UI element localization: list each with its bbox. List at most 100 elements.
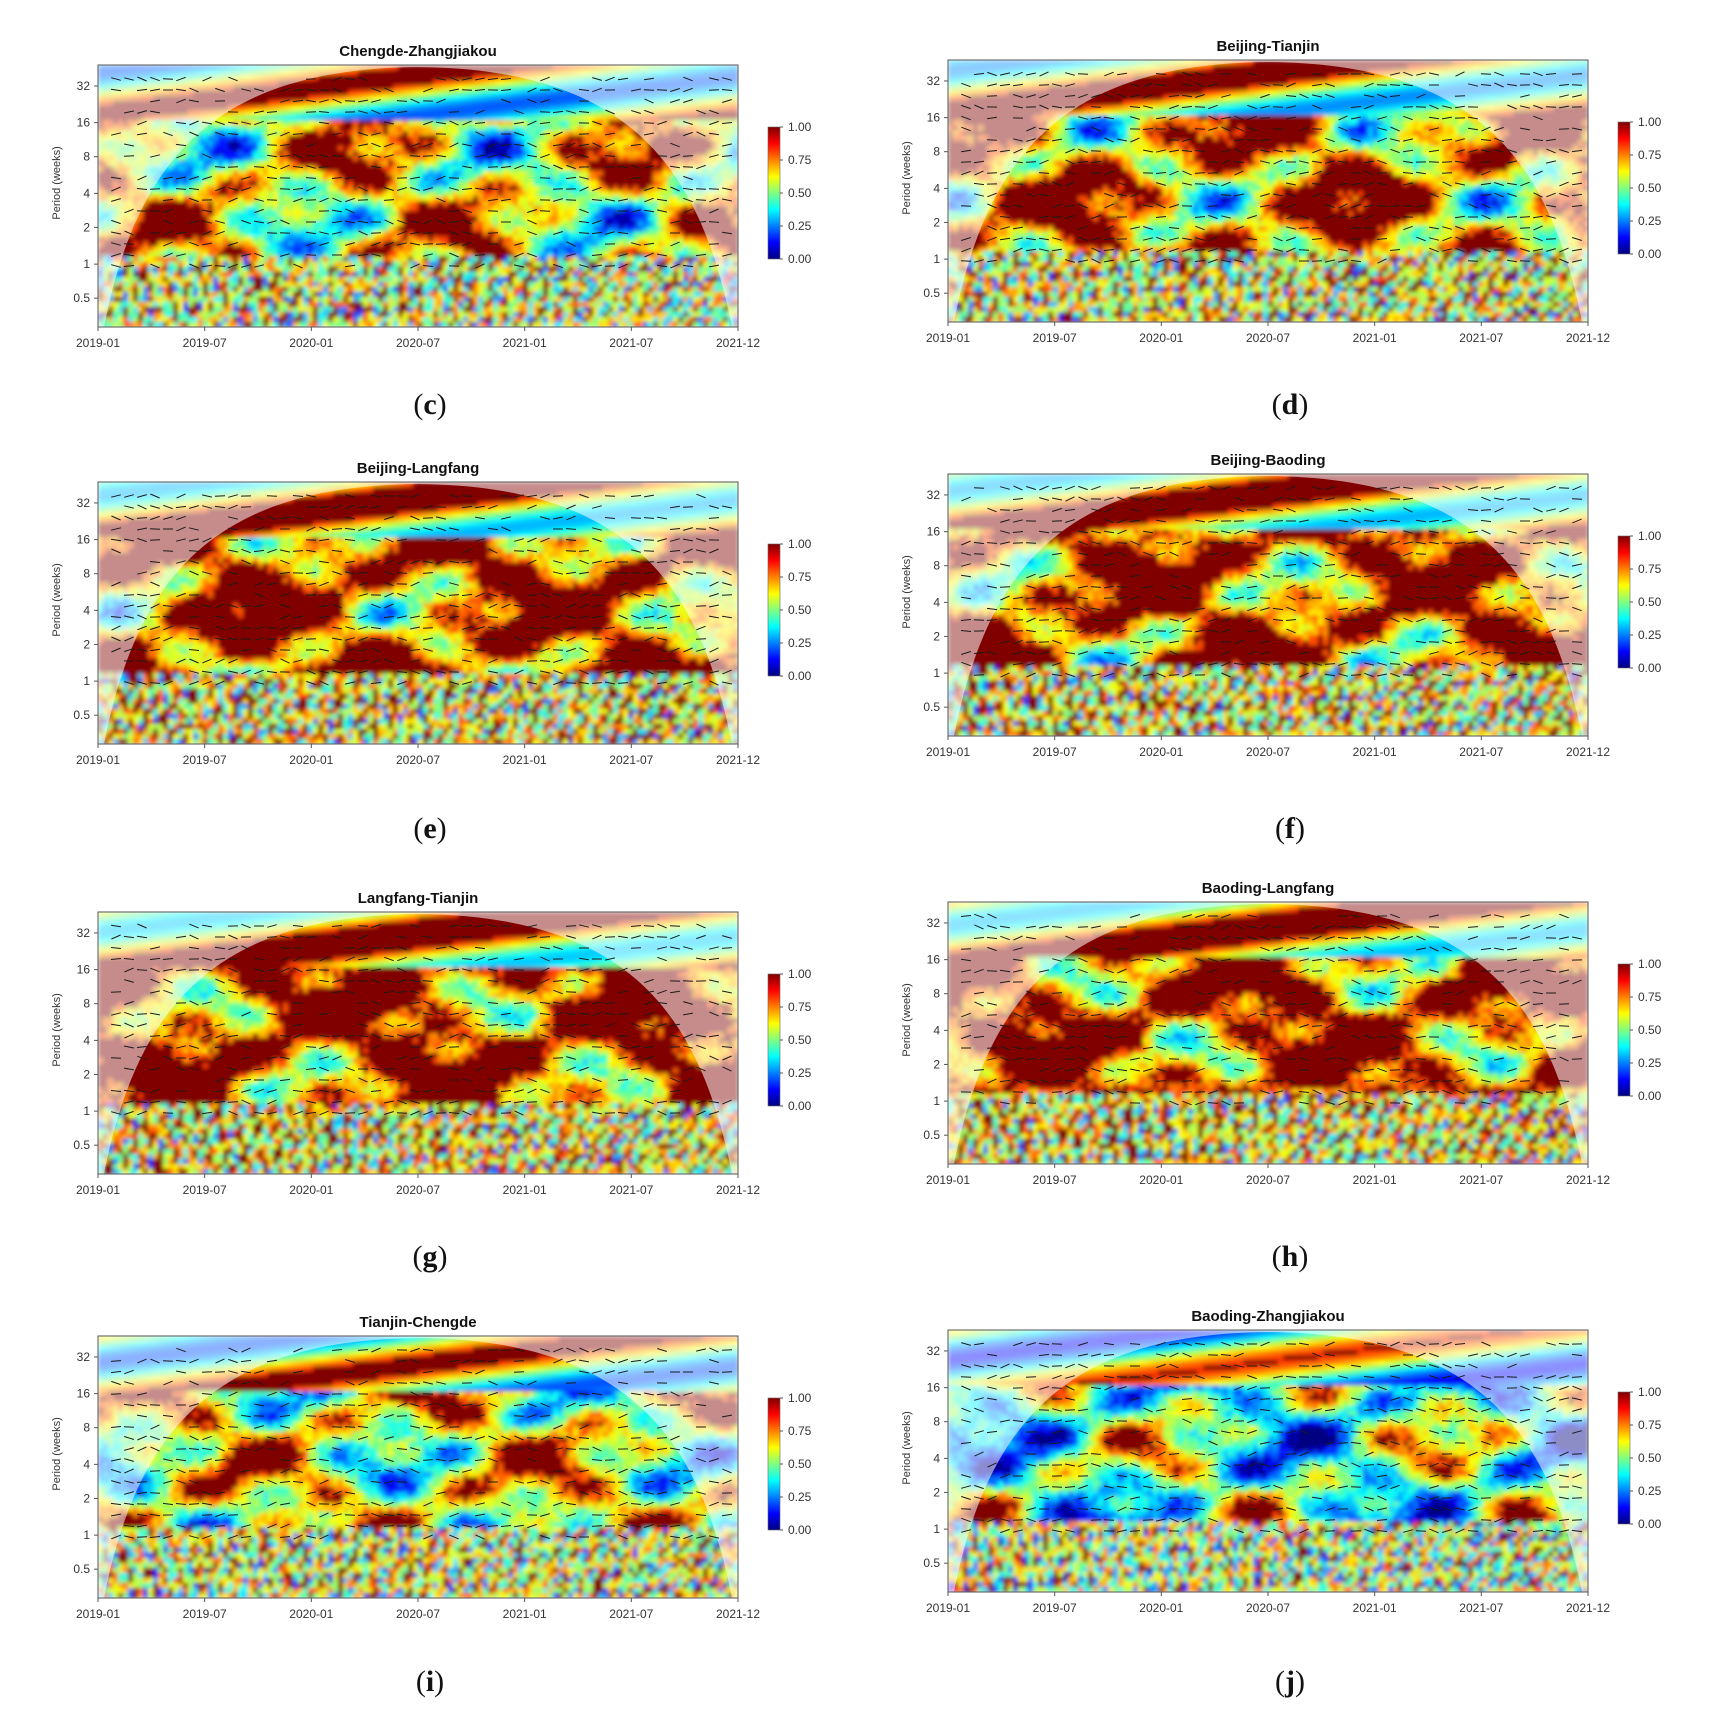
colorbar-tick-label: 0.50 [788, 1033, 812, 1047]
y-tick-label: 0.5 [923, 1556, 940, 1570]
x-tick-label: 2019-07 [183, 1607, 227, 1621]
x-tick-label: 2019-07 [1033, 1601, 1077, 1615]
colorbar-tick-label: 0.25 [788, 219, 812, 233]
y-tick-label: 0.5 [73, 1562, 90, 1576]
x-tick-label: 2019-07 [1033, 331, 1077, 345]
x-tick-label: 2020-01 [289, 753, 333, 767]
coherence-field [98, 482, 739, 745]
x-tick-label: 2019-07 [1033, 1173, 1077, 1187]
x-tick-label: 2020-01 [1139, 1173, 1183, 1187]
x-tick-label: 2019-07 [183, 753, 227, 767]
x-tick-label: 2020-07 [1246, 745, 1290, 759]
y-tick-label: 2 [933, 629, 940, 643]
colorbar-tick-label: 0.50 [1638, 1023, 1662, 1037]
x-tick-label: 2019-01 [926, 1601, 970, 1615]
chart-title: Tianjin-Chengde [359, 1314, 476, 1331]
y-tick-label: 16 [77, 963, 91, 977]
colorbar-tick-label: 1.00 [788, 967, 812, 981]
x-tick-label: 2021-07 [609, 336, 653, 350]
y-tick-label: 0.5 [923, 700, 940, 714]
colorbar-tick-label: 0.50 [1638, 1451, 1662, 1465]
chart-title: Beijing-Langfang [357, 460, 480, 477]
y-tick-label: 4 [933, 595, 940, 609]
colorbar-tick-label: 0.25 [1638, 628, 1662, 642]
x-tick-label: 2021-01 [503, 1183, 547, 1197]
x-tick-label: 2019-01 [926, 331, 970, 345]
x-tick-label: 2019-01 [926, 745, 970, 759]
chart-title: Chengde-Zhangjiakou [339, 43, 497, 60]
chart-title: Langfang-Tianjin [358, 890, 479, 907]
coherence-field [948, 60, 1589, 323]
colorbar [768, 544, 780, 676]
x-tick-label: 2021-07 [1459, 1173, 1503, 1187]
colorbar-tick-label: 1.00 [788, 537, 812, 551]
y-axis-label: Period (weeks) [901, 983, 913, 1056]
colorbar-tick-label: 0.75 [788, 153, 812, 167]
y-tick-label: 2 [83, 1491, 90, 1505]
colorbar-tick-label: 0.75 [788, 1424, 812, 1438]
panel-caption: (d) [1240, 388, 1340, 422]
x-tick-label: 2021-12 [1566, 1601, 1610, 1615]
y-tick-label: 16 [77, 533, 91, 547]
y-axis-label: Period (weeks) [51, 563, 63, 636]
y-tick-label: 1 [83, 1104, 90, 1118]
y-tick-label: 1 [933, 252, 940, 266]
y-tick-label: 0.5 [73, 291, 90, 305]
y-tick-label: 1 [933, 666, 940, 680]
y-tick-label: 8 [933, 145, 940, 159]
y-axis-label: Period (weeks) [51, 1417, 63, 1490]
panel-label: g [423, 1240, 438, 1273]
x-tick-label: 2020-07 [396, 1183, 440, 1197]
panel-caption: (c) [380, 388, 480, 422]
y-tick-label: 1 [933, 1094, 940, 1108]
colorbar-tick-label: 1.00 [1638, 529, 1662, 543]
colorbar-tick-label: 0.00 [788, 252, 812, 266]
colorbar-tick-label: 0.25 [1638, 214, 1662, 228]
x-tick-label: 2019-01 [76, 753, 120, 767]
x-tick-label: 2021-12 [716, 336, 760, 350]
colorbar-tick-label: 0.50 [788, 1457, 812, 1471]
panel-label: d [1282, 388, 1299, 421]
y-tick-label: 8 [83, 567, 90, 581]
y-tick-label: 16 [927, 111, 941, 125]
x-tick-label: 2021-01 [1353, 1173, 1397, 1187]
colorbar-tick-label: 0.00 [1638, 661, 1662, 675]
y-tick-label: 2 [933, 1485, 940, 1499]
x-tick-label: 2021-07 [1459, 745, 1503, 759]
x-tick-label: 2020-01 [1139, 1601, 1183, 1615]
x-tick-label: 2019-07 [183, 1183, 227, 1197]
panel-caption: (h) [1240, 1240, 1340, 1274]
y-tick-label: 4 [933, 1023, 940, 1037]
colorbar [768, 1398, 780, 1530]
y-tick-label: 2 [83, 220, 90, 234]
colorbar-tick-label: 0.00 [788, 1099, 812, 1113]
x-tick-label: 2020-07 [396, 1607, 440, 1621]
y-tick-label: 1 [83, 674, 90, 688]
colorbar [1618, 536, 1630, 668]
panel-label: c [423, 388, 436, 421]
x-tick-label: 2021-01 [503, 753, 547, 767]
x-tick-label: 2019-07 [183, 336, 227, 350]
panel-caption: (f) [1240, 812, 1340, 846]
colorbar-tick-label: 0.00 [1638, 1089, 1662, 1103]
y-tick-label: 0.5 [923, 1128, 940, 1142]
y-tick-label: 32 [77, 79, 91, 93]
x-tick-label: 2021-12 [1566, 331, 1610, 345]
coherence-field [98, 65, 739, 328]
panel-caption: (j) [1240, 1665, 1340, 1699]
x-tick-label: 2020-07 [1246, 1173, 1290, 1187]
y-tick-label: 4 [83, 186, 90, 200]
x-tick-label: 2021-07 [609, 753, 653, 767]
x-tick-label: 2021-01 [1353, 745, 1397, 759]
y-tick-label: 2 [83, 637, 90, 651]
colorbar [1618, 122, 1630, 254]
y-tick-label: 16 [927, 1381, 941, 1395]
colorbar-tick-label: 0.75 [1638, 990, 1662, 1004]
colorbar-tick-label: 0.25 [788, 1066, 812, 1080]
y-tick-label: 4 [933, 1451, 940, 1465]
